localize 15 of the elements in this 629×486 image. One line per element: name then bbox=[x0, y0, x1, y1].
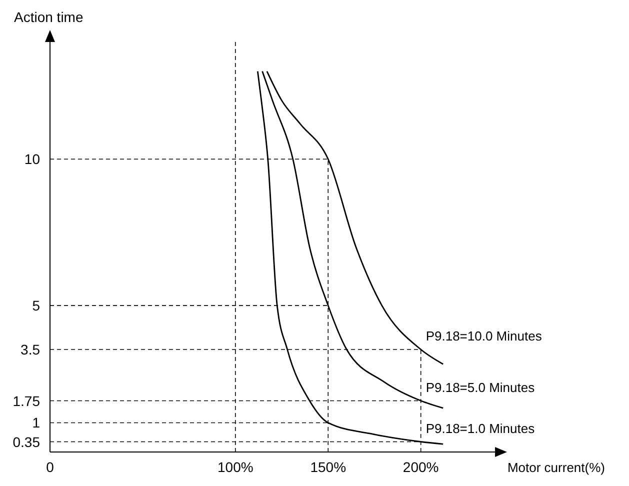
x-tick-label: 150% bbox=[310, 459, 346, 475]
x-tick-label: 100% bbox=[218, 459, 254, 475]
series-label: P9.18=10.0 Minutes bbox=[426, 328, 542, 344]
y-tick-label: 1.75 bbox=[12, 392, 40, 409]
x-axis-title: Motor current(%) bbox=[507, 460, 605, 475]
x-tick-label: 0 bbox=[46, 459, 54, 475]
y-tick-label: 0.35 bbox=[12, 434, 40, 450]
y-tick-label: 10 bbox=[24, 151, 40, 168]
x-tick-label: 200% bbox=[402, 459, 439, 475]
series-label: P9.18=1.0 Minutes bbox=[426, 420, 536, 436]
y-tick-label: 1 bbox=[32, 414, 40, 431]
y-axis-title: Action time bbox=[14, 9, 84, 25]
y-tick-label: 5 bbox=[32, 298, 40, 314]
y-tick-label: 3.5 bbox=[20, 342, 40, 358]
series-label: P9.18=5.0 Minutes bbox=[426, 380, 536, 395]
